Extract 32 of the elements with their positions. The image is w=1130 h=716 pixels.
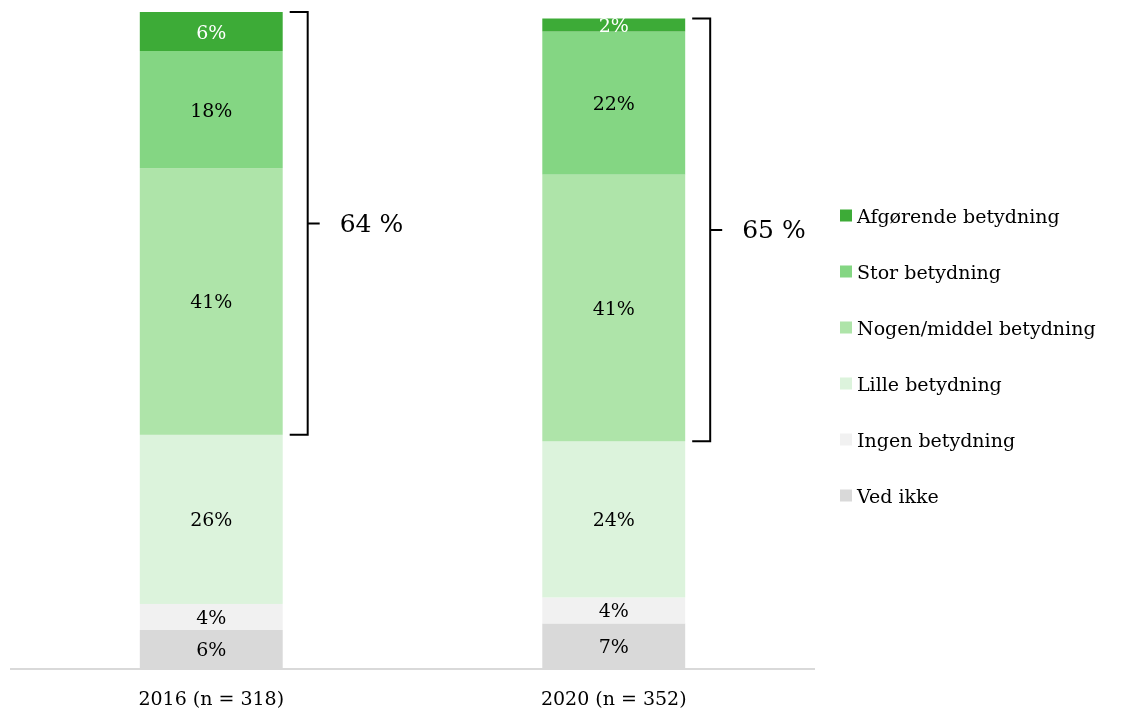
legend-label: Ved ikke [856,484,939,507]
bar [139,603,283,630]
data-label: 6% [196,20,227,43]
bar [139,434,283,604]
bar [542,18,686,32]
bar [542,174,686,442]
bar [542,31,686,175]
bar [139,12,283,52]
legend-label: Lille betydning [857,372,1002,395]
data-label: 18% [190,98,233,121]
data-label: 26% [190,508,233,531]
legend-label: Ingen betydning [857,428,1016,451]
data-label: 6% [196,638,227,661]
bar [139,168,283,435]
bar [542,441,686,598]
data-label: 41% [190,290,233,313]
legend-label: Nogen/middel betydning [857,316,1096,339]
data-label: 2% [598,14,629,37]
x-tick-label: 2020 (n = 352) [540,687,687,709]
bar [542,597,686,624]
annotation: 65 % [742,215,806,245]
legend-label: Afgørende betydning [856,204,1060,227]
data-label: 7% [598,635,629,658]
bar [139,51,283,169]
data-label: 24% [592,508,635,531]
data-label: 4% [196,605,227,628]
data-label: 4% [598,599,629,622]
data-label: 41% [592,296,635,319]
data-label: 22% [592,92,635,115]
annotation: 64 % [339,208,404,238]
x-tick-label: 2016 (n = 318) [138,687,285,709]
legend-label: Stor betydning [857,260,1001,283]
